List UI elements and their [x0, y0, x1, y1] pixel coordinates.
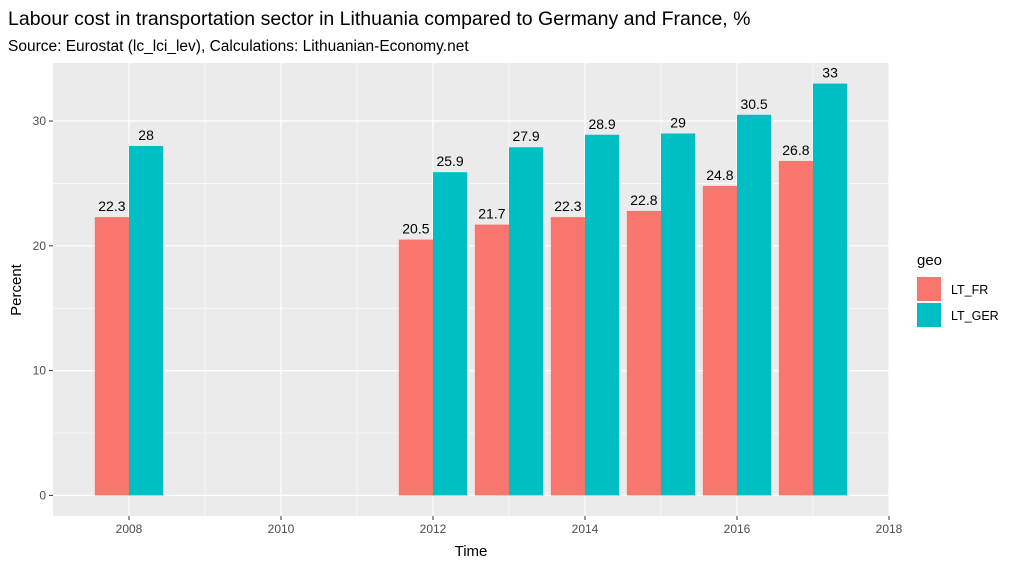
bar-lt-fr — [474, 224, 509, 496]
bar-lt-ger — [661, 133, 696, 496]
x-tick-label: 2008 — [116, 522, 143, 536]
y-axis-ticks: 0 10 20 30 — [33, 114, 53, 502]
data-label: 28 — [138, 127, 154, 143]
bar-lt-fr — [626, 210, 661, 496]
data-label: 22.3 — [98, 198, 125, 214]
x-tick-label: 2012 — [420, 522, 447, 536]
data-label: 26.8 — [782, 142, 809, 158]
legend: geo LT_FR LT_GER — [917, 252, 999, 327]
data-label: 20.5 — [402, 221, 429, 237]
data-label: 30.5 — [740, 96, 767, 112]
data-label: 33 — [822, 65, 838, 81]
legend-label: LT_GER — [951, 309, 999, 323]
x-axis-ticks: 2008 2010 2012 2014 2016 2018 — [116, 516, 903, 536]
bar-lt-fr — [778, 160, 813, 496]
x-axis-title: Time — [455, 543, 488, 560]
data-label: 22.3 — [554, 198, 581, 214]
data-label: 27.9 — [512, 128, 539, 144]
legend-key-lt-ger — [917, 303, 941, 327]
x-tick-label: 2014 — [572, 522, 599, 536]
y-axis-title: Percent — [8, 263, 25, 316]
y-tick-label: 30 — [33, 114, 47, 128]
chart-subtitle: Source: Eurostat (lc_lci_lev), Calculati… — [8, 38, 469, 55]
bars — [94, 83, 848, 496]
y-tick-label: 20 — [33, 239, 47, 253]
bar-lt-fr — [550, 217, 585, 496]
bar-lt-fr — [94, 217, 129, 496]
bar-lt-ger — [129, 145, 164, 496]
y-tick-label: 0 — [39, 488, 46, 502]
bar-lt-fr — [398, 239, 433, 496]
y-tick-label: 10 — [33, 364, 47, 378]
data-label: 28.9 — [588, 116, 615, 132]
legend-key-lt-fr — [917, 277, 941, 301]
bar-lt-fr — [702, 185, 737, 496]
data-label: 25.9 — [436, 153, 463, 169]
legend-label: LT_FR — [951, 283, 988, 297]
bar-lt-ger — [509, 147, 544, 496]
legend-title: geo — [917, 252, 942, 269]
x-tick-label: 2010 — [268, 522, 295, 536]
data-labels: 22.3 20.5 21.7 22.3 22.8 24.8 26.8 28 25.9 27.9 28… — [98, 65, 838, 237]
bar-lt-ger — [585, 134, 620, 496]
data-label: 22.8 — [630, 192, 657, 208]
bar-lt-ger — [737, 114, 772, 496]
data-label: 24.8 — [706, 167, 733, 183]
data-label: 21.7 — [478, 206, 505, 222]
data-label: 29 — [670, 115, 686, 131]
x-tick-label: 2018 — [876, 522, 903, 536]
bar-lt-ger — [433, 172, 468, 496]
bar-lt-ger — [813, 83, 848, 496]
chart-title: Labour cost in transportation sector in … — [8, 8, 751, 30]
x-tick-label: 2016 — [724, 522, 751, 536]
